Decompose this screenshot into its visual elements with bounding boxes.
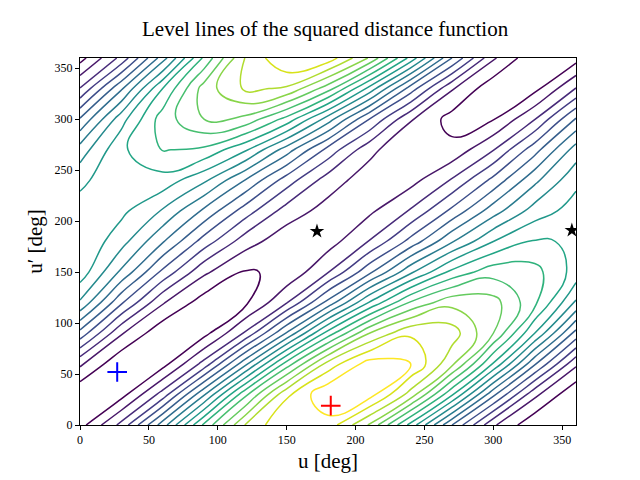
svg-text:100: 100	[209, 433, 227, 447]
svg-text:50: 50	[143, 433, 155, 447]
svg-text:100: 100	[55, 316, 73, 330]
svg-text:u′ [deg]: u′ [deg]	[23, 209, 47, 274]
svg-text:0: 0	[77, 433, 83, 447]
svg-text:200: 200	[347, 433, 365, 447]
svg-text:150: 150	[55, 265, 73, 279]
svg-text:300: 300	[484, 433, 502, 447]
svg-text:250: 250	[55, 163, 73, 177]
svg-text:0: 0	[67, 418, 73, 432]
svg-text:250: 250	[415, 433, 433, 447]
svg-text:300: 300	[55, 112, 73, 126]
svg-text:150: 150	[278, 433, 296, 447]
svg-text:350: 350	[55, 61, 73, 75]
svg-text:u [deg]: u [deg]	[298, 449, 358, 473]
svg-text:Level lines of the squared dis: Level lines of the squared distance func…	[142, 17, 509, 41]
svg-text:50: 50	[61, 367, 73, 381]
svg-text:200: 200	[55, 214, 73, 228]
svg-text:350: 350	[553, 433, 571, 447]
